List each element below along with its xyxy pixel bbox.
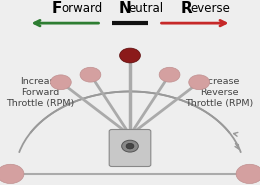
Circle shape (80, 67, 101, 82)
Circle shape (159, 67, 180, 82)
Circle shape (236, 164, 260, 184)
FancyBboxPatch shape (109, 130, 151, 166)
Circle shape (120, 48, 140, 63)
Circle shape (0, 164, 24, 184)
Text: Increase
Forward
Throttle (RPM): Increase Forward Throttle (RPM) (6, 77, 74, 108)
Text: N: N (118, 1, 131, 16)
Text: Increase
Reverse
Throttle (RPM): Increase Reverse Throttle (RPM) (186, 77, 254, 108)
Circle shape (189, 75, 210, 90)
Text: eutral: eutral (128, 2, 163, 15)
Circle shape (50, 75, 71, 90)
Circle shape (122, 140, 138, 152)
Text: everse: everse (191, 2, 230, 15)
Text: F: F (52, 1, 62, 16)
Circle shape (126, 143, 134, 149)
Text: R: R (181, 1, 192, 16)
Text: orward: orward (61, 2, 102, 15)
